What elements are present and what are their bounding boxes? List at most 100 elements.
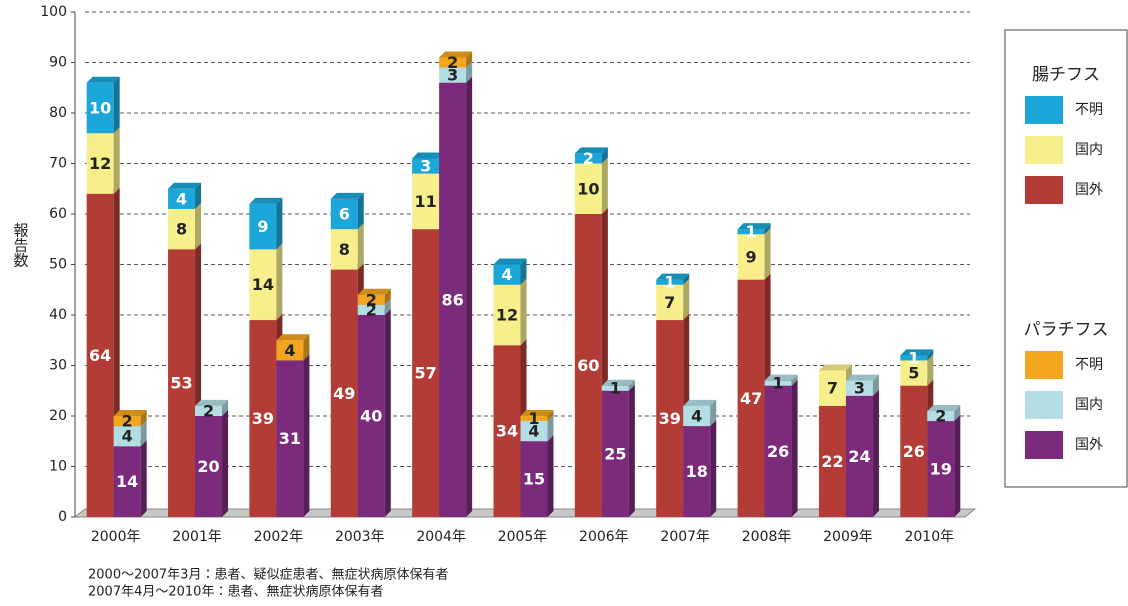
data-label: 20: [197, 457, 219, 476]
legend-label: 不明: [1075, 357, 1103, 373]
bar: [845, 395, 873, 517]
bar: [601, 385, 629, 391]
data-label: 9: [257, 217, 268, 236]
bar-side: [384, 298, 391, 315]
x-tick-label: 2005年: [498, 529, 548, 545]
bar-side: [601, 157, 608, 214]
data-label: 31: [279, 429, 301, 448]
bar-side: [222, 410, 229, 517]
data-label: 8: [176, 220, 187, 239]
bar-top: [927, 404, 961, 411]
bar-top: [249, 197, 283, 204]
data-label: 2: [447, 53, 458, 72]
bar: [574, 153, 602, 164]
data-label: 2: [583, 149, 594, 168]
legend-label: 国内: [1075, 142, 1103, 158]
bar: [330, 269, 358, 517]
legend-title: 腸チフス: [1032, 65, 1100, 85]
legend-swatch: [1025, 96, 1063, 124]
data-label: 53: [170, 374, 192, 393]
data-label: 1: [610, 379, 621, 398]
bar-side: [520, 278, 527, 346]
bar: [900, 360, 928, 386]
bar: [357, 315, 385, 517]
data-label: 5: [908, 364, 919, 383]
y-tick-label: 100: [40, 4, 67, 20]
data-label: 14: [116, 472, 138, 491]
legend-swatch: [1025, 136, 1063, 164]
bar-side: [520, 258, 527, 285]
bar-top: [601, 379, 635, 386]
bar-top: [900, 349, 934, 356]
data-label: 4: [284, 341, 295, 360]
bar: [656, 284, 684, 321]
bar-side: [140, 410, 147, 427]
bar-side: [683, 278, 690, 321]
bar: [818, 405, 846, 517]
data-label: 14: [252, 275, 274, 294]
bar-side: [222, 399, 229, 416]
bar-top: [330, 192, 364, 199]
bar-top: [845, 374, 879, 381]
data-label: 39: [659, 409, 681, 428]
data-label: 2: [935, 407, 946, 426]
y-tick-label: 50: [49, 257, 67, 273]
legend-label: 不明: [1075, 102, 1103, 118]
data-label: 4: [528, 422, 539, 441]
bar-top: [493, 258, 527, 265]
bar-side: [357, 223, 364, 270]
data-label: 3: [854, 379, 865, 398]
bar: [195, 405, 223, 416]
bar-side: [195, 182, 202, 209]
legend-label: 国外: [1075, 437, 1103, 453]
bar: [249, 249, 277, 321]
data-label: 4: [122, 427, 133, 446]
bar-side: [628, 384, 635, 517]
bar-side: [547, 435, 554, 517]
bar: [330, 229, 358, 270]
bar: [683, 426, 711, 517]
x-tick-label: 2003年: [335, 529, 385, 545]
data-label: 12: [89, 154, 111, 173]
bar-side: [466, 76, 473, 517]
bar-side: [547, 410, 554, 422]
x-tick-label: 2000年: [91, 529, 141, 545]
bar-side: [791, 374, 798, 386]
bar-top: [168, 182, 202, 189]
bar: [818, 370, 846, 406]
bar: [764, 385, 792, 517]
x-tick-label: 2001年: [172, 529, 222, 545]
bar-side: [384, 309, 391, 517]
legend-swatch: [1025, 431, 1063, 459]
x-tick-label: 2010年: [904, 529, 954, 545]
bar-side: [466, 51, 473, 68]
bar-top: [113, 410, 147, 416]
bar: [493, 284, 521, 346]
bar: [113, 446, 141, 517]
bar-side: [140, 420, 147, 447]
data-label: 11: [415, 192, 437, 211]
data-label: 15: [523, 470, 545, 489]
data-label: 49: [333, 384, 355, 403]
bar-top: [439, 51, 473, 58]
bar: [520, 421, 548, 442]
bar: [493, 345, 521, 517]
bar-side: [113, 127, 120, 194]
note: 2000～2007年3月：患者、疑似症患者、無症状病原体保有者: [88, 567, 448, 583]
bar: [249, 320, 277, 517]
y-tick-label: 40: [49, 307, 67, 323]
data-label: 4: [691, 407, 702, 426]
legend-swatch: [1025, 351, 1063, 379]
data-label: 26: [767, 442, 789, 461]
data-label: 9: [746, 247, 757, 266]
data-label: 1: [908, 348, 919, 367]
bar-side: [872, 374, 879, 396]
bar-side: [683, 273, 690, 285]
data-label: 47: [740, 389, 762, 408]
bar-top: [276, 334, 310, 341]
bar-side: [195, 202, 202, 250]
bar: [276, 340, 304, 361]
data-label: 7: [827, 379, 838, 398]
data-label: 1: [528, 409, 539, 428]
bar-side: [384, 288, 391, 305]
